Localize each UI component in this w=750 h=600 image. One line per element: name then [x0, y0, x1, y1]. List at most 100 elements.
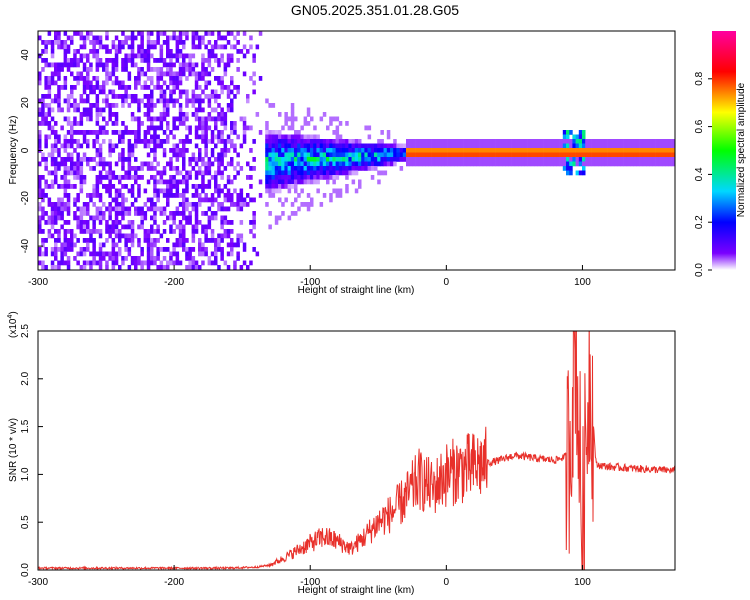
heatmap-cell — [114, 94, 119, 99]
heatmap-cell — [300, 157, 304, 162]
heatmap-cell — [207, 215, 212, 221]
heatmap-cell — [271, 193, 276, 198]
heatmap-cell — [121, 98, 125, 104]
heatmap-cell — [82, 152, 87, 158]
heatmap-cell — [585, 139, 589, 144]
heatmap-cell — [540, 139, 544, 144]
heatmap-cell — [92, 35, 96, 41]
heatmap-cell — [242, 116, 247, 122]
heatmap-cell — [124, 58, 128, 63]
heatmap-cell — [70, 121, 74, 126]
heatmap-cell — [626, 143, 631, 149]
heatmap-cell — [236, 89, 240, 95]
heatmap-cell — [457, 157, 461, 162]
heatmap-cell — [268, 193, 272, 198]
heatmap-cell — [194, 206, 199, 212]
heatmap-cell — [159, 49, 164, 54]
heatmap-cell — [598, 148, 602, 153]
heatmap-cell — [236, 67, 240, 72]
heatmap-cell — [137, 224, 141, 230]
heatmap-cell — [153, 85, 157, 90]
heatmap-cell — [623, 161, 628, 167]
heatmap-cell — [76, 157, 80, 162]
heatmap-cell — [41, 265, 45, 270]
heatmap-cell — [300, 148, 304, 153]
heatmap-cell — [98, 233, 103, 239]
heatmap-cell — [127, 44, 132, 50]
heatmap-cell — [137, 49, 141, 54]
heatmap-cell — [214, 184, 218, 189]
heatmap-cell — [303, 143, 308, 149]
heatmap-cell — [226, 229, 231, 234]
heatmap-cell — [220, 224, 224, 230]
heatmap-cell — [233, 202, 237, 207]
heatmap-cell — [178, 53, 183, 59]
heatmap-cell — [591, 143, 596, 149]
heatmap-cell — [44, 143, 48, 149]
heatmap-cell — [92, 215, 96, 221]
heatmap-cell — [252, 80, 256, 86]
heatmap-cell — [130, 58, 135, 63]
heatmap-cell — [162, 206, 167, 212]
heatmap-cell — [406, 157, 410, 162]
heatmap-cell — [79, 247, 84, 252]
heatmap-cell — [278, 148, 282, 153]
heatmap-cell — [441, 161, 445, 167]
heatmap-cell — [495, 161, 500, 167]
heatmap-cell — [44, 211, 48, 216]
heatmap-cell — [194, 116, 199, 122]
heatmap-cell — [60, 44, 64, 50]
heatmap-cell — [185, 62, 189, 68]
heatmap-cell — [198, 44, 202, 50]
heatmap-cell — [649, 152, 653, 158]
heatmap-cell — [294, 166, 298, 171]
heatmap-cell — [150, 116, 154, 122]
heatmap-cell — [566, 170, 570, 176]
heatmap-cell — [143, 143, 148, 149]
heatmap-cell — [540, 157, 544, 162]
heatmap-cell — [236, 31, 240, 36]
heatmap-cell — [329, 161, 333, 167]
heatmap-cell — [492, 143, 496, 149]
heatmap-cell — [572, 157, 576, 162]
heatmap-cell — [146, 265, 151, 270]
heatmap-cell — [140, 31, 144, 36]
heatmap-cell — [354, 166, 359, 171]
heatmap-cell — [118, 40, 122, 45]
heatmap-cell — [172, 103, 176, 108]
heatmap-cell — [652, 143, 656, 149]
heatmap-cell — [415, 161, 420, 167]
heatmap-cell — [492, 152, 496, 158]
heatmap-cell — [44, 161, 48, 167]
heatmap-cell — [431, 161, 436, 167]
heatmap-cell — [95, 40, 100, 45]
heatmap-cell — [236, 134, 240, 140]
heatmap-cell — [546, 157, 551, 162]
heatmap-cell — [370, 157, 375, 162]
heatmap-cell — [178, 62, 183, 68]
heatmap-cell — [322, 161, 327, 167]
heatmap-cell — [306, 121, 311, 126]
heatmap-cell — [63, 161, 68, 167]
heatmap-cell — [130, 184, 135, 189]
heatmap-cell — [92, 166, 96, 171]
heatmap-cell — [518, 139, 522, 144]
heatmap-cell — [50, 49, 55, 54]
heatmap-cell — [114, 44, 119, 50]
heatmap-cell — [226, 107, 231, 113]
heatmap-cell — [300, 152, 304, 158]
heatmap-cell — [130, 202, 135, 207]
heatmap-cell — [86, 224, 90, 230]
heatmap-cell — [82, 44, 87, 50]
heatmap-cell — [274, 179, 279, 185]
heatmap-cell — [303, 170, 308, 176]
heatmap-cell — [230, 31, 234, 36]
heatmap-cell — [98, 251, 103, 257]
heatmap-cell — [550, 157, 554, 162]
heatmap-cell — [44, 58, 48, 63]
heatmap-cell — [134, 265, 138, 270]
heatmap-cell — [146, 229, 151, 234]
heatmap-cell — [223, 71, 228, 77]
heatmap-cell — [153, 211, 157, 216]
heatmap-cell — [118, 229, 122, 234]
